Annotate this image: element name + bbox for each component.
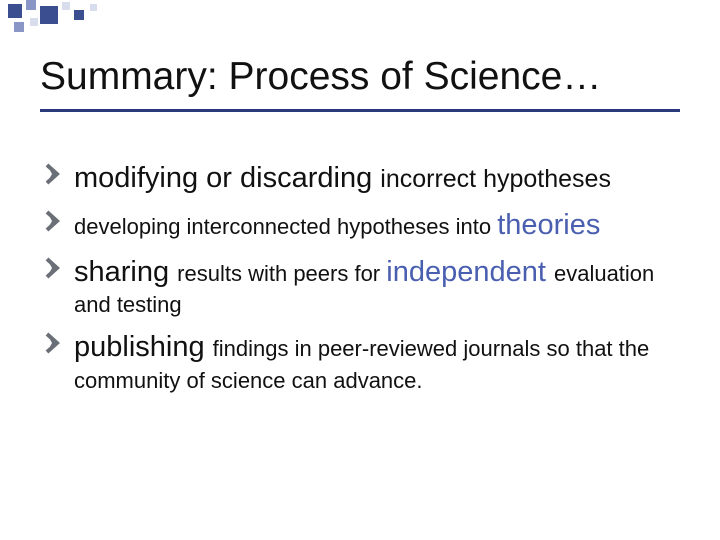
- chevron-right-icon: [44, 332, 64, 354]
- bullet-text-segment: incorrect hypotheses: [380, 165, 611, 193]
- bullet-item: modifying or discarding incorrect hypoth…: [44, 160, 680, 197]
- slide-title: Summary: Process of Science…: [40, 55, 680, 112]
- bullet-text-segment: modifying or discarding: [74, 162, 380, 194]
- bullet-item: sharing results with peers for independe…: [44, 254, 680, 319]
- slide-content: Summary: Process of Science… modifying o…: [40, 55, 680, 405]
- chevron-right-icon: [44, 163, 64, 185]
- bullet-text-segment: results with peers for: [177, 261, 386, 286]
- bullet-text-segment: independent: [386, 256, 554, 288]
- chevron-right-icon: [44, 210, 64, 232]
- bullet-text-segment: developing interconnected hypotheses int…: [74, 214, 497, 239]
- bullet-list: modifying or discarding incorrect hypoth…: [40, 160, 680, 395]
- bullet-text-segment: sharing: [74, 256, 177, 288]
- bullet-item: developing interconnected hypotheses int…: [44, 207, 680, 244]
- bullet-text-segment: theories: [497, 209, 600, 241]
- corner-decoration: [0, 0, 140, 36]
- bullet-item: publishing findings in peer-reviewed jou…: [44, 329, 680, 394]
- bullet-text-segment: publishing: [74, 331, 213, 363]
- chevron-right-icon: [44, 257, 64, 279]
